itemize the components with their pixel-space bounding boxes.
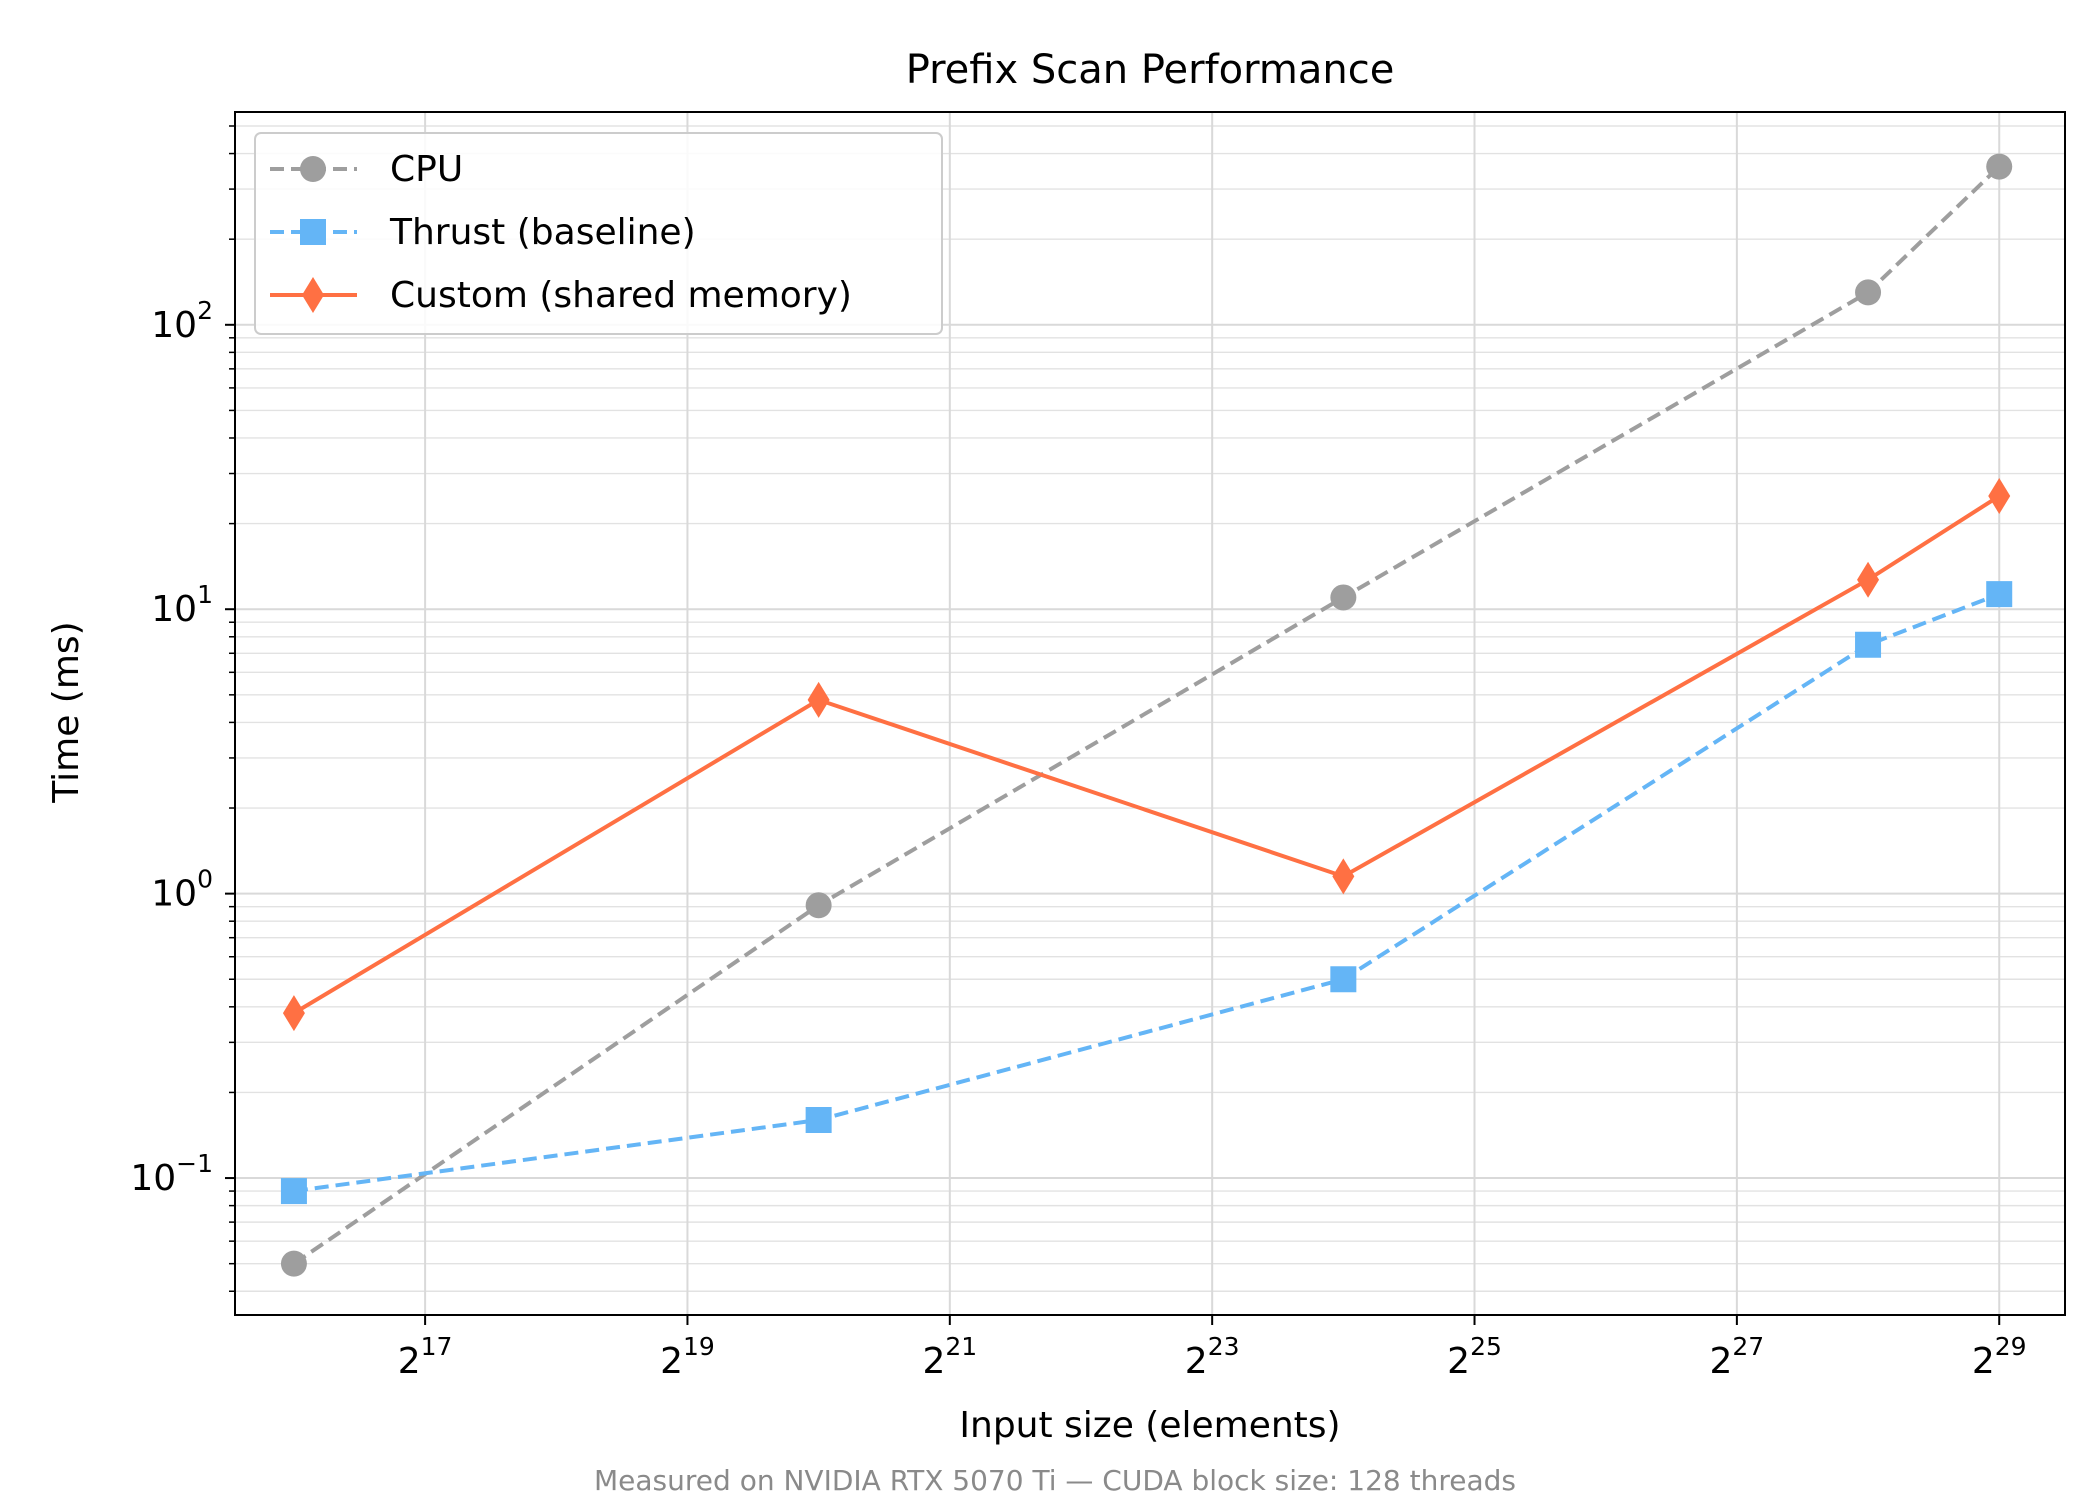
x-tick-label: 223 [1185, 1332, 1240, 1382]
data-point [1855, 631, 1882, 658]
x-tick-label: 225 [1447, 1332, 1502, 1382]
legend-label: Thrust (baseline) [389, 212, 696, 253]
data-point [1330, 584, 1357, 611]
data-point [1855, 279, 1882, 306]
x-tick-label: 229 [1972, 1332, 2027, 1382]
legend-marker [302, 277, 324, 313]
legend: CPU Thrust (baseline) Custom (shared memor… [254, 132, 943, 335]
series-custom-shared-memory [282, 478, 2011, 1032]
legend-box [254, 132, 943, 335]
y-tick-label: 100 [151, 865, 213, 915]
y-tick-label: 101 [151, 580, 213, 630]
x-tick-label: 227 [1710, 1332, 1765, 1382]
legend-marker [300, 219, 326, 245]
data-point [1330, 966, 1357, 993]
legend-item-custom-shared-memory: Custom (shared memory) [270, 275, 852, 316]
x-tick-label: 221 [922, 1332, 977, 1382]
chart-title: Prefix Scan Performance [906, 47, 1395, 93]
legend-item-thrust-baseline: Thrust (baseline) [270, 212, 696, 253]
series-cpu [280, 153, 2013, 1277]
x-axis-label: Input size (elements) [959, 1405, 1340, 1446]
y-tick-label: 102 [151, 296, 213, 346]
data-point [1857, 561, 1880, 598]
data-point [1986, 581, 2013, 608]
data-point [280, 1250, 307, 1277]
y-axis-label: Time (ms) [46, 621, 87, 803]
data-point [807, 681, 830, 718]
data-point [1988, 478, 2011, 515]
plot-frame [234, 111, 2066, 1316]
data-point [1332, 858, 1355, 895]
axis-layer: 217 219 221 223 225 227 229 10−1 100 101 102 [130, 125, 2027, 1382]
x-tick-label: 219 [660, 1332, 715, 1382]
series-layer [280, 153, 2013, 1277]
x-tick-label: 217 [398, 1332, 453, 1382]
legend-marker [300, 156, 326, 182]
data-point [282, 995, 305, 1032]
data-point [1986, 153, 2013, 180]
legend-label: Custom (shared memory) [390, 275, 852, 316]
legend-item-cpu: CPU [270, 149, 463, 190]
data-point [805, 892, 832, 919]
data-point [805, 1107, 832, 1134]
grid-layer [235, 112, 2065, 1315]
chart-caption: Measured on NVIDIA RTX 5070 Ti — CUDA bl… [594, 1464, 1516, 1497]
y-tick-label: 10−1 [130, 1149, 213, 1199]
series-thrust-baseline [280, 581, 2013, 1205]
legend-label: CPU [390, 149, 463, 190]
data-point [280, 1178, 307, 1205]
